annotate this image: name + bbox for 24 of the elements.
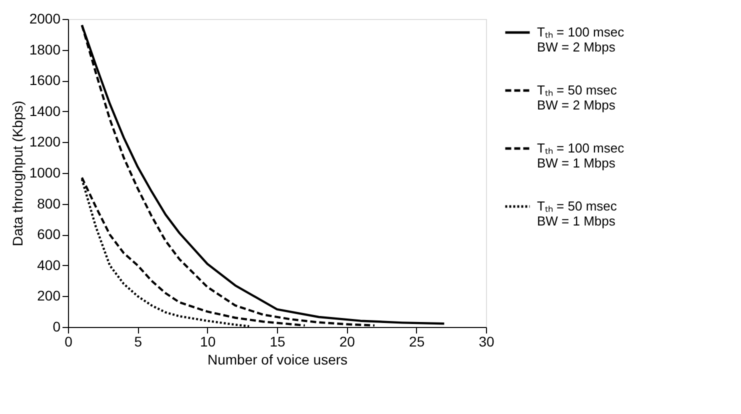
y-tick-label: 400: [37, 256, 61, 273]
y-tick-label: 0: [52, 318, 61, 334]
legend-label: Tₜₕ = 50 msec BW = 1 Mbps: [537, 198, 618, 228]
legend-label: Tₜₕ = 50 msec BW = 2 Mbps: [537, 82, 618, 112]
y-axis-title: Data throughput (Kbps): [9, 100, 26, 246]
y-tick-label: 1000: [29, 164, 61, 180]
legend-label: Tₜₕ = 100 msec BW = 2 Mbps: [537, 24, 625, 54]
x-tick-label: 20: [339, 334, 356, 350]
x-tick-label: 30: [478, 334, 494, 350]
y-tick-label: 1600: [29, 72, 61, 88]
x-tick-label: 5: [134, 334, 142, 350]
x-tick-label: 15: [270, 334, 286, 350]
x-tick-label: 0: [64, 334, 73, 350]
y-tick-label: 1200: [29, 134, 61, 150]
y-tick-label: 200: [37, 288, 61, 304]
y-tick-label: 1400: [29, 102, 61, 119]
x-tick-label: 25: [409, 334, 425, 350]
y-tick-label: 800: [37, 195, 61, 212]
x-tick-label: 10: [200, 334, 216, 350]
y-tick-label: 2000: [29, 10, 61, 26]
y-tick-label: 1800: [29, 41, 61, 58]
legend-label: Tₜₕ = 100 msec BW = 1 Mbps: [537, 140, 625, 170]
y-tick-label: 600: [37, 226, 61, 242]
x-axis-title: Number of voice users: [207, 352, 348, 368]
